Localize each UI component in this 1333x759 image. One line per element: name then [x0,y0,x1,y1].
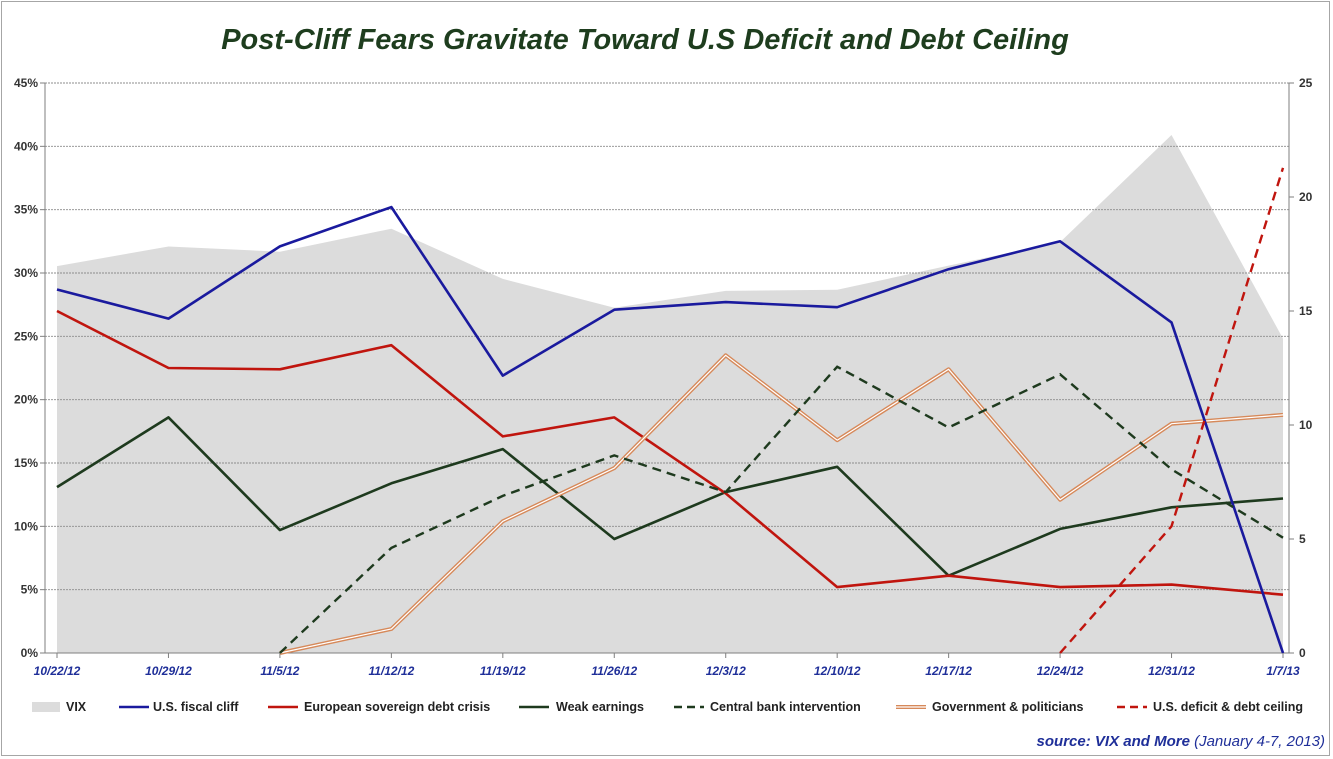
series-line-u-s-deficit-debt-ceiling [1059,167,1285,654]
y-left-tick-label: 5% [21,583,39,597]
y-left-tick-label: 40% [14,139,38,153]
y-right-tick-label: 0 [1299,646,1306,660]
x-tick-label: 1/7/13 [1266,664,1300,678]
x-tick-label: 12/31/12 [1148,664,1195,678]
y-left-tick-label: 35% [14,203,38,217]
series-line-u-s-fiscal-cliff [56,205,1285,654]
legend-label-u-s-deficit-debt-ceiling: U.S. deficit & debt ceiling [1153,700,1303,714]
legend-label-vix: VIX [66,700,87,714]
x-tick-label: 12/10/12 [814,664,861,678]
y-right-tick-label: 10 [1299,418,1313,432]
y-right-tick-label: 15 [1299,304,1313,318]
series-lines [56,167,1285,655]
axes: 0% 5% 10% 15% 20% 25% 30% 35% 40% 45% 0 5 10 15 20 25 10… [14,76,1313,678]
legend-label-european-sovereign-debt-crisis: European sovereign debt crisis [304,700,490,714]
legend: VIX U.S. fiscal cliff European sovereign d… [32,700,1303,714]
vix-area-layer [57,135,1283,653]
legend-label-u-s-fiscal-cliff: U.S. fiscal cliff [153,700,239,714]
source-note: source: VIX and More (January 4-7, 2013) [1037,733,1325,750]
chart-title: Post-Cliff Fears Gravitate Toward U.S De… [221,24,1069,56]
source-date: (January 4-7, 2013) [1189,733,1325,750]
series-line-government-politicians-inner [279,354,1284,654]
y-right-tick-label: 20 [1299,190,1313,204]
x-tick-label: 12/24/12 [1037,664,1084,678]
source-label: source: VIX and More [1036,733,1190,750]
gridlines [45,82,1289,591]
x-tick-label: 11/12/12 [368,664,414,678]
x-tick-label: 10/29/12 [145,664,192,678]
legend-label-weak-earnings: Weak earnings [556,700,644,714]
y-left-tick-label: 10% [14,519,38,533]
y-right-tick-label: 5 [1299,532,1306,546]
series-line-weak-earnings [56,416,1284,577]
y-left-tick-label: 0% [21,646,39,660]
x-tick-label: 12/3/12 [706,664,746,678]
y-left-tick-label: 20% [14,393,38,407]
legend-label-government-politicians: Government & politicians [932,700,1083,714]
y-left-tick-label: 45% [14,76,38,90]
legend-label-central-bank-intervention: Central bank intervention [710,700,861,714]
x-tick-label: 10/22/12 [34,664,81,678]
x-tick-label: 11/5/12 [260,664,299,678]
legend-swatch-vix [32,702,60,712]
series-area-vix [57,135,1283,653]
y-left-tick-label: 25% [14,329,38,343]
y-left-tick-label: 15% [14,456,38,470]
x-tick-label: 12/17/12 [925,664,972,678]
x-tick-label: 11/19/12 [480,664,526,678]
x-tick-label: 11/26/12 [591,664,637,678]
series-line-european-sovereign-debt-crisis [56,309,1284,596]
y-left-tick-label: 30% [14,266,38,280]
y-right-tick-label: 25 [1299,76,1313,90]
series-line-central-bank-intervention [279,365,1284,654]
